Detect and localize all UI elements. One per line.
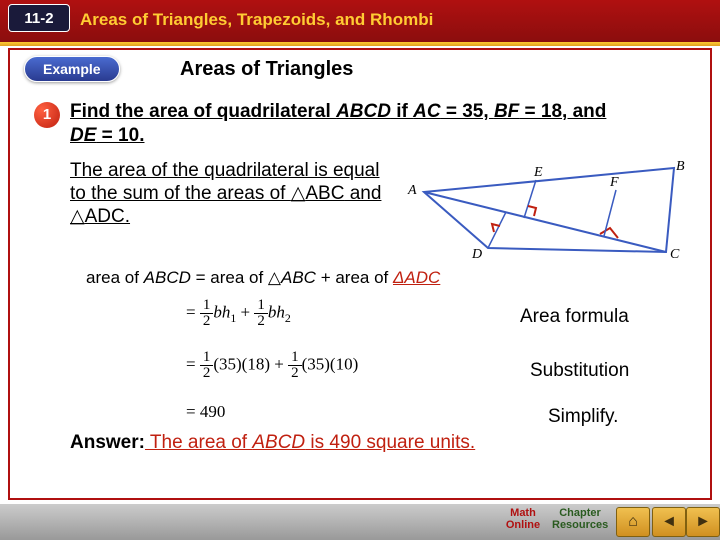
problem-statement: Find the area of quadrilateral ABCD if A… [70,100,630,148]
answer-line: Answer: The area of ABCD is 490 square u… [70,432,475,454]
eq-text: area of [86,268,144,287]
example-pill: Example [24,56,120,82]
footer-bar: Math Online Chapter Resources ⌂ ◄ ► [0,504,720,540]
svg-text:C: C [670,247,680,262]
example-subtitle: Areas of Triangles [180,58,353,81]
var-de: DE [70,125,96,146]
var-abcd: ABCD [252,432,305,453]
equation-line-4: = 490 [186,402,225,422]
problem-text: = 35, [441,101,494,122]
explain-text: and [344,183,381,204]
problem-number-badge: 1 [34,102,60,128]
math-online-button[interactable]: Math Online [500,507,546,537]
header-title: Areas of Triangles, Trapezoids, and Rhom… [80,10,433,30]
equation-line-3: = 12(35)(18) + 12(35)(10) [186,350,358,381]
label-substitution: Substitution [530,360,629,382]
label-area-formula: Area formula [520,306,629,328]
var-abc: ABC [305,183,344,204]
var-ac: AC [413,101,440,122]
answer-text: The area of [145,432,252,453]
next-button[interactable]: ► [686,507,720,537]
answer-text: is 490 square units. [305,432,475,453]
prev-button[interactable]: ◄ [652,507,686,537]
svg-text:E: E [533,165,543,180]
triangle-symbol: △ [291,183,306,204]
eq-text: + area of [316,268,393,287]
problem-text: = 18, and [519,101,606,122]
triangle-symbol: △ [70,206,85,227]
section-number: 11-2 [8,4,70,32]
label-simplify: Simplify. [548,406,618,428]
answer-label: Answer: [70,432,145,453]
quadrilateral-diagram: A B C D E F [406,156,686,264]
chapter-resources-button[interactable]: Chapter Resources [552,507,608,537]
explanation-text: The area of the quadrilateral is equal t… [70,160,390,228]
var-adc: ADC. [85,206,130,227]
svg-text:D: D [471,247,482,262]
header-bar: 11-2 Areas of Triangles, Trapezoids, and… [0,0,720,42]
var-abcd: ABCD [336,101,391,122]
header-divider [0,42,720,46]
problem-text: = 10. [96,125,144,146]
eq-text: = area of [191,268,268,287]
var-abc: ABC [281,268,316,287]
svg-text:F: F [609,175,619,190]
problem-text: if [391,101,413,122]
equation-line-1: area of ABCD = area of △ABC + area of ΔA… [86,268,440,288]
svg-text:A: A [407,183,417,198]
var-abcd: ABCD [144,268,191,287]
svg-text:B: B [676,159,685,174]
var-bf: BF [494,101,519,122]
equation-line-2: = 12bh1 + 12bh2 [186,298,291,329]
home-button[interactable]: ⌂ [616,507,650,537]
problem-text: Find the area of quadrilateral [70,101,336,122]
triangle-symbol: △ [268,268,281,287]
var-adc-red: ΔADC [393,268,440,287]
